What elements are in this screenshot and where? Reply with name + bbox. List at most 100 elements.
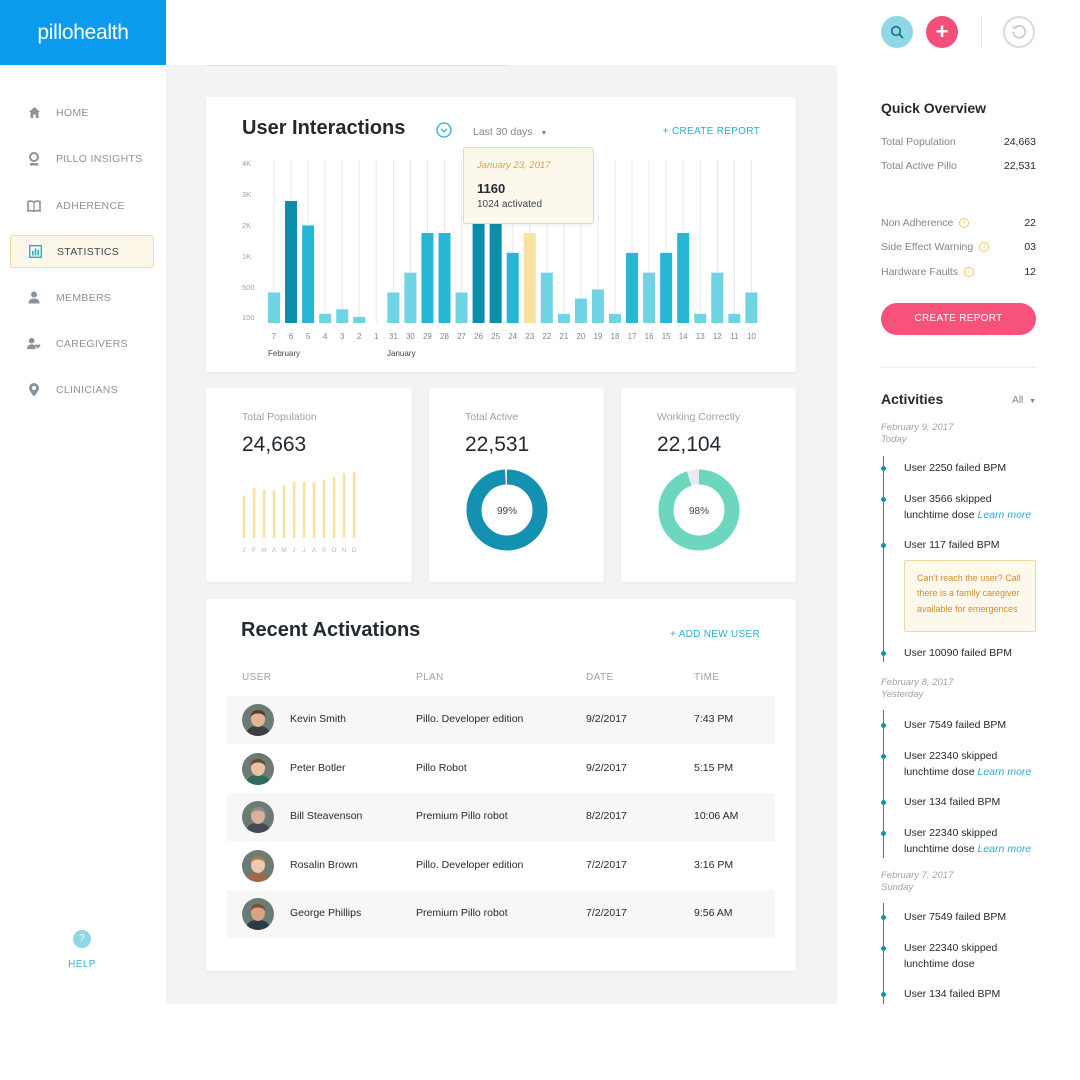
info-icon[interactable]: i <box>979 242 990 253</box>
table-row[interactable]: Kevin Smith Pillo. Developer edition 9/2/2… <box>227 696 775 744</box>
activity-item[interactable]: User 117 failed BPM <box>904 539 1000 551</box>
info-icon[interactable]: i <box>963 267 974 278</box>
x-tick-label: 4 <box>323 332 328 341</box>
sidebar-item-label: STATISTICS <box>57 245 120 258</box>
time-cell: 9:56 AM <box>694 907 733 920</box>
y-tick-label: 500 <box>242 283 255 292</box>
activity-item[interactable]: User 22340 skipped lunchtime dose <box>904 942 998 970</box>
chart-bar <box>694 313 707 323</box>
donut-percent-label: 98% <box>689 506 709 517</box>
main-content: User Interactions Last 30 days ▼ + CREAT… <box>166 65 837 1004</box>
search-button[interactable] <box>881 16 913 48</box>
date-cell: 7/2/2017 <box>586 907 627 920</box>
timeline-dot <box>881 466 886 471</box>
user-name-cell: George Phillips <box>290 907 362 920</box>
month-tick-label: J <box>302 547 305 554</box>
activity-item[interactable]: User 2250 failed BPM <box>904 462 1007 474</box>
chart-bar <box>387 292 400 323</box>
overview-label: Total Population <box>881 136 956 148</box>
filter-label: All <box>1012 395 1024 406</box>
sidebar-item-clinicians[interactable]: CLINICIANS <box>10 373 154 406</box>
chart-icon <box>28 245 42 259</box>
chart-bar <box>677 233 690 323</box>
sidebar-item-members[interactable]: MEMBERS <box>10 281 154 314</box>
timeline-dot <box>881 543 886 548</box>
x-tick-label: 28 <box>440 332 449 341</box>
month-tick-label: J <box>292 547 295 554</box>
sidebar-item-label: HOME <box>56 106 89 119</box>
learn-more-link[interactable]: Learn more <box>977 508 1032 521</box>
chart-bar <box>660 252 673 323</box>
x-tick-label: 17 <box>628 332 637 341</box>
chart-bar <box>557 313 570 323</box>
user-name-cell: Rosalin Brown <box>290 858 358 871</box>
activity-item[interactable]: User 3566 skipped lunchtime dose Learn mo… <box>904 493 1032 521</box>
learn-more-link[interactable]: Learn more <box>977 842 1032 855</box>
month-tick-label: S <box>322 547 327 554</box>
sidebar-item-adherence[interactable]: ADHERENCE <box>10 189 154 222</box>
table-row[interactable]: George Phillips Premium Pillo robot 7/2/20… <box>227 890 775 939</box>
activity-item[interactable]: User 7549 failed BPM <box>904 911 1007 923</box>
learn-more-link[interactable]: Learn more <box>977 765 1032 778</box>
mini-bar <box>342 473 346 538</box>
mini-bar <box>332 476 336 538</box>
caregiver-note: Can't reach the user? Call there is a fa… <box>904 560 1036 632</box>
x-tick-label: 31 <box>389 332 398 341</box>
sidebar-item-label: CLINICIANS <box>56 383 118 396</box>
timeline-dot <box>881 651 886 656</box>
month-label: January <box>387 349 415 358</box>
activity-item[interactable]: User 22340 skipped lunchtime dose Learn m… <box>904 750 1032 778</box>
mini-bar <box>312 481 316 538</box>
x-tick-label: 7 <box>272 332 277 341</box>
overview-value: 22,531 <box>1003 160 1036 172</box>
chart-bar <box>455 292 468 323</box>
user-avatar <box>242 898 274 931</box>
activity-item[interactable]: User 134 failed BPM <box>904 796 1001 808</box>
activity-item[interactable]: User 7549 failed BPM <box>904 719 1007 731</box>
sidebar-item-caregivers[interactable]: CAREGIVERS <box>10 327 154 360</box>
x-tick-label: 6 <box>289 332 294 341</box>
create-report-button[interactable]: CREATE REPORT <box>881 303 1036 335</box>
logo[interactable]: pillohealth <box>0 0 166 65</box>
timeline-dot <box>881 497 886 502</box>
table-row[interactable]: Rosalin Brown Pillo. Developer edition 7/2… <box>227 842 775 890</box>
add-button[interactable]: + <box>926 16 958 48</box>
create-report-link[interactable]: + CREATE REPORT <box>662 126 760 137</box>
x-tick-label: 3 <box>340 332 345 341</box>
x-tick-label: 16 <box>645 332 654 341</box>
activity-item[interactable]: User 134 failed BPM <box>904 988 1001 1000</box>
stat-label: Working Correctly <box>657 411 741 423</box>
location-pin-icon <box>27 382 41 397</box>
column-header-plan[interactable]: PLAN <box>416 672 444 683</box>
info-icon[interactable]: i <box>959 218 970 229</box>
table-row[interactable]: Peter Botler Pillo Robot 9/2/2017 5:15 PM <box>227 745 775 793</box>
month-label: February <box>268 349 300 358</box>
x-tick-label: 20 <box>576 332 585 341</box>
chevron-down-icon[interactable] <box>436 122 452 138</box>
sidebar-item-pillo-insights[interactable]: PILLO INSIGHTS <box>10 142 154 175</box>
column-header-date[interactable]: DATE <box>586 672 614 683</box>
activity-item[interactable]: User 22340 skipped lunchtime dose Learn m… <box>904 827 1032 855</box>
chart-bar <box>336 309 349 323</box>
column-header-time[interactable]: TIME <box>694 672 720 683</box>
card-title: User Interactions <box>242 117 406 139</box>
help-button[interactable]: ? HELP <box>58 930 106 970</box>
activities-filter-dropdown[interactable]: All ▼ <box>1012 395 1036 406</box>
time-cell: 3:16 PM <box>694 858 734 871</box>
add-new-user-link[interactable]: + ADD NEW USER <box>669 629 760 640</box>
activity-item[interactable]: User 10090 failed BPM <box>904 647 1012 659</box>
user-avatar <box>242 801 274 834</box>
refresh-button[interactable] <box>1003 16 1035 48</box>
column-header-user[interactable]: USER <box>242 672 272 683</box>
user-avatar <box>242 849 274 882</box>
sidebar-item-statistics[interactable]: STATISTICS <box>10 235 154 268</box>
overview-value: 03 <box>1024 241 1036 253</box>
divider <box>881 367 1036 368</box>
working-donut-chart: 98% <box>658 469 740 551</box>
chart-bar <box>353 316 366 323</box>
table-row[interactable]: Bill Steavenson Premium Pillo robot 8/2/20… <box>227 793 775 842</box>
sidebar-item-home[interactable]: HOME <box>10 96 154 129</box>
period-dropdown[interactable]: Last 30 days ▼ <box>473 126 547 138</box>
timeline-dot <box>881 946 886 951</box>
